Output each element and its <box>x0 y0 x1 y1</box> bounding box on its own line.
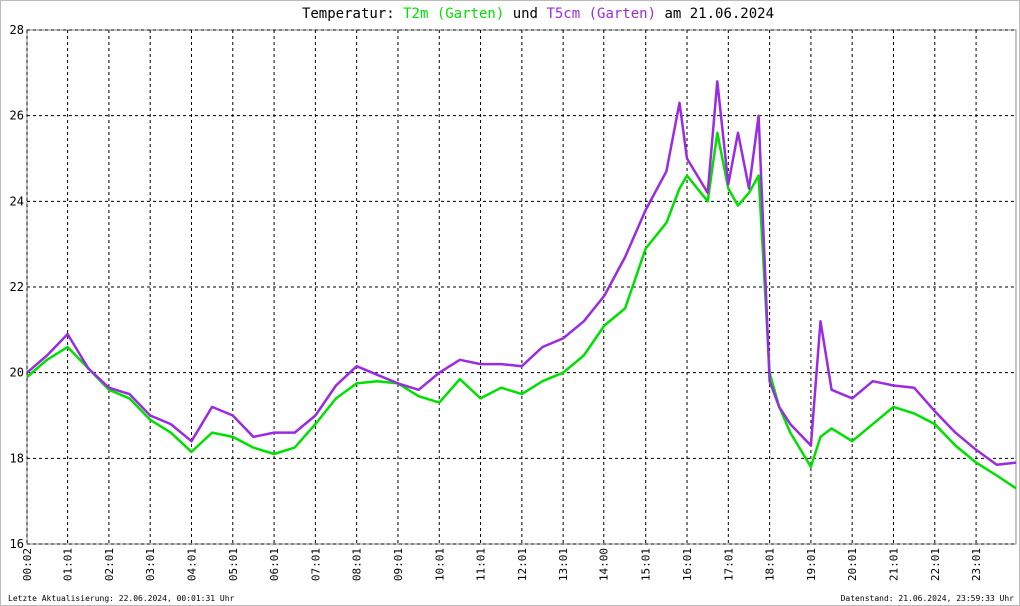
x-tick-label: 19:01 <box>805 548 818 581</box>
legend-entry: T2m (Garten) <box>403 6 504 22</box>
legend-entry: T5cm (Garten) <box>546 6 656 22</box>
x-tick-label: 21:01 <box>887 548 900 581</box>
y-tick-label: 20 <box>10 366 24 380</box>
x-tick-label: 09:01 <box>392 548 405 581</box>
x-tick-label: 16:01 <box>681 548 694 581</box>
x-tick-label: 13:01 <box>557 548 570 581</box>
x-tick-label: 03:01 <box>144 548 157 581</box>
y-tick-label: 22 <box>10 280 24 294</box>
x-tick-label: 06:01 <box>268 548 281 581</box>
x-tick-label: 12:01 <box>516 548 529 581</box>
chart-title: Temperatur: T2m (Garten) und T5cm (Garte… <box>302 6 774 22</box>
x-tick-label: 22:01 <box>929 548 942 581</box>
y-tick-label: 24 <box>10 194 24 208</box>
x-tick-label: 23:01 <box>970 548 983 581</box>
x-tick-label: 01:01 <box>62 548 75 581</box>
footer-right: Datenstand: 21.06.2024, 23:59:33 Uhr <box>841 594 1015 603</box>
x-tick-label: 18:01 <box>764 548 777 581</box>
x-tick-label: 10:01 <box>433 548 446 581</box>
x-tick-label: 15:01 <box>640 548 653 581</box>
x-tick-label: 14:00 <box>598 548 611 581</box>
x-tick-label: 20:01 <box>846 548 859 581</box>
x-tick-label: 04:01 <box>185 548 198 581</box>
x-tick-label: 05:01 <box>227 548 240 581</box>
footer-left: Letzte Aktualisierung: 22.06.2024, 00:01… <box>8 594 235 603</box>
y-tick-label: 16 <box>10 537 24 551</box>
y-tick-label: 26 <box>10 109 24 123</box>
x-tick-label: 08:01 <box>351 548 364 581</box>
y-tick-label: 28 <box>10 23 24 37</box>
y-tick-label: 18 <box>10 451 24 465</box>
title-prefix: Temperatur: <box>302 6 395 22</box>
x-tick-label: 00:02 <box>21 548 34 581</box>
x-tick-label: 07:01 <box>309 548 322 581</box>
x-tick-label: 11:01 <box>475 548 488 581</box>
series-line <box>26 131 1017 490</box>
title-joiner: und <box>513 6 538 22</box>
title-date: am 21.06.2024 <box>664 6 774 22</box>
x-tick-label: 02:01 <box>103 548 116 581</box>
series-line <box>26 80 1017 467</box>
x-tick-label: 17:01 <box>722 548 735 581</box>
